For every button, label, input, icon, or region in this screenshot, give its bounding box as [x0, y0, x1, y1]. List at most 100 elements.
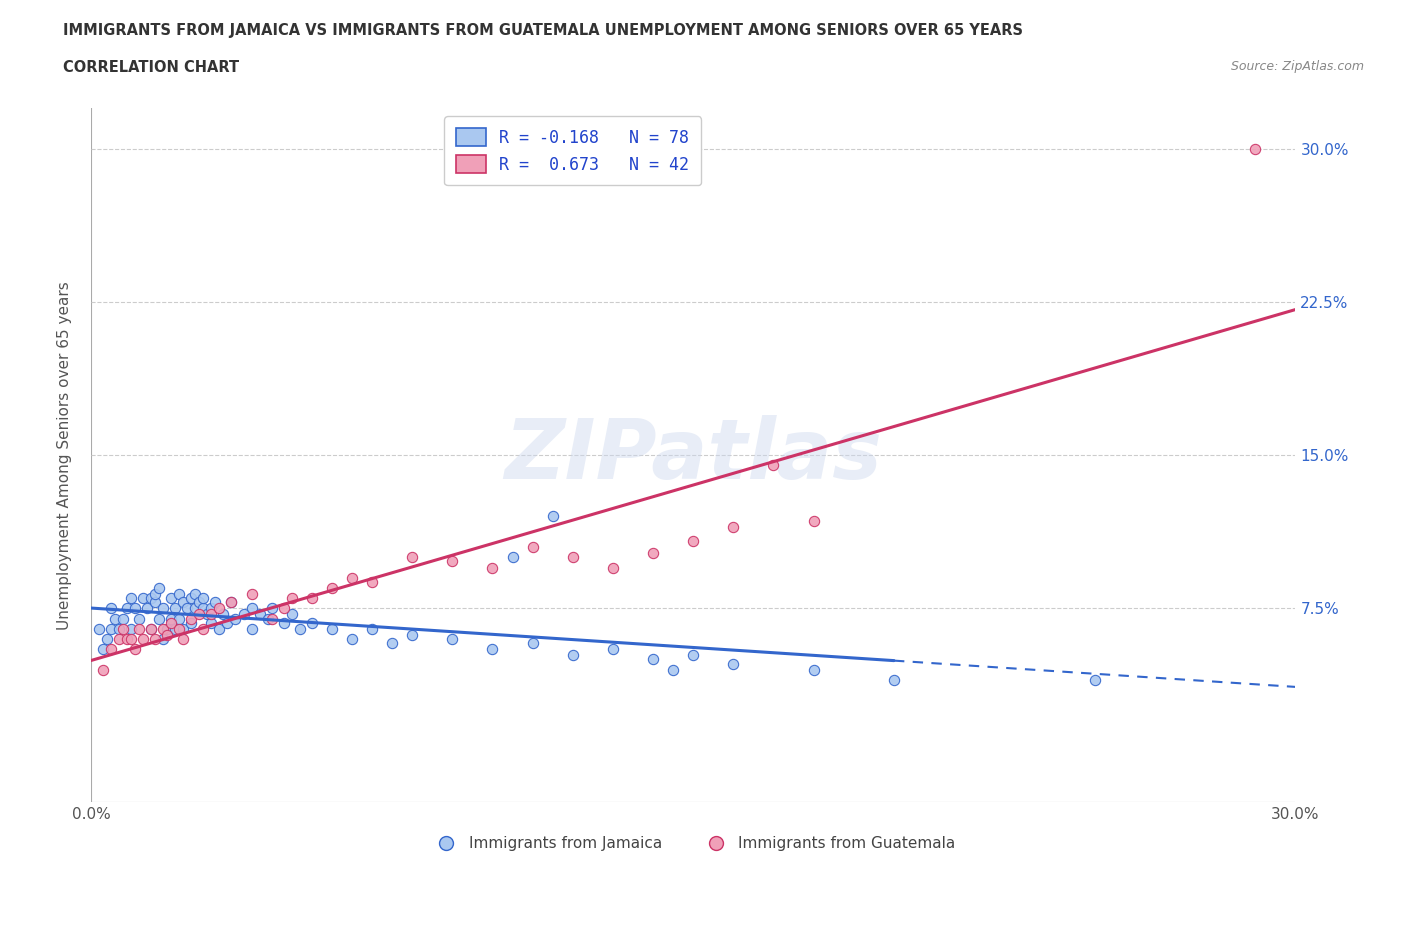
Point — [91, 662, 114, 677]
Point — [112, 611, 135, 626]
Legend: Immigrants from Jamaica, Immigrants from Guatemala: Immigrants from Jamaica, Immigrants from… — [425, 830, 962, 857]
Point — [1084, 672, 1107, 687]
Point — [156, 628, 179, 643]
Text: CORRELATION CHART: CORRELATION CHART — [63, 60, 239, 75]
Point — [256, 611, 278, 626]
Point — [641, 652, 664, 667]
Point — [100, 601, 122, 616]
Point — [260, 601, 283, 616]
Point — [381, 635, 404, 650]
Point — [120, 631, 142, 646]
Point — [148, 580, 170, 595]
Point — [160, 591, 183, 605]
Point — [240, 601, 263, 616]
Point — [301, 616, 323, 631]
Point — [132, 591, 155, 605]
Point — [321, 580, 343, 595]
Text: ZIPatlas: ZIPatlas — [505, 415, 882, 496]
Point — [561, 550, 583, 565]
Point — [481, 642, 503, 657]
Point — [184, 587, 207, 602]
Point — [723, 656, 745, 671]
Point — [100, 621, 122, 636]
Point — [280, 591, 302, 605]
Point — [124, 601, 146, 616]
Point — [280, 607, 302, 622]
Point — [361, 575, 384, 590]
Point — [361, 621, 384, 636]
Point — [441, 554, 464, 569]
Point — [148, 611, 170, 626]
Point — [641, 546, 664, 561]
Point — [87, 621, 110, 636]
Point — [160, 616, 183, 631]
Point — [136, 601, 159, 616]
Point — [561, 648, 583, 663]
Point — [803, 513, 825, 528]
Point — [172, 595, 194, 610]
Point — [340, 570, 363, 585]
Point — [143, 631, 166, 646]
Point — [141, 621, 163, 636]
Point — [240, 587, 263, 602]
Point — [132, 631, 155, 646]
Point — [522, 635, 544, 650]
Point — [803, 662, 825, 677]
Point — [217, 616, 239, 631]
Point — [176, 601, 198, 616]
Point — [762, 458, 785, 472]
Point — [541, 509, 564, 524]
Point — [288, 621, 311, 636]
Point — [602, 560, 624, 575]
Point — [232, 607, 254, 622]
Point — [723, 519, 745, 534]
Point — [100, 642, 122, 657]
Point — [682, 534, 704, 549]
Point — [115, 601, 138, 616]
Point — [662, 662, 685, 677]
Point — [682, 648, 704, 663]
Point — [193, 601, 215, 616]
Point — [184, 601, 207, 616]
Point — [273, 601, 295, 616]
Point — [273, 616, 295, 631]
Point — [502, 550, 524, 565]
Point — [141, 591, 163, 605]
Point — [128, 611, 150, 626]
Point — [108, 621, 131, 636]
Point — [180, 611, 202, 626]
Point — [165, 621, 187, 636]
Point — [883, 672, 905, 687]
Point — [120, 591, 142, 605]
Point — [221, 595, 243, 610]
Point — [156, 621, 179, 636]
Point — [141, 621, 163, 636]
Point — [208, 601, 231, 616]
Point — [208, 621, 231, 636]
Point — [188, 607, 211, 622]
Point — [91, 642, 114, 657]
Point — [340, 631, 363, 646]
Point — [108, 631, 131, 646]
Point — [180, 616, 202, 631]
Y-axis label: Unemployment Among Seniors over 65 years: Unemployment Among Seniors over 65 years — [58, 281, 72, 630]
Point — [401, 550, 423, 565]
Point — [441, 631, 464, 646]
Point — [204, 595, 226, 610]
Point — [212, 607, 235, 622]
Point — [172, 631, 194, 646]
Point — [1244, 141, 1267, 156]
Point — [301, 591, 323, 605]
Point — [401, 628, 423, 643]
Point — [167, 587, 190, 602]
Point — [96, 631, 118, 646]
Text: Source: ZipAtlas.com: Source: ZipAtlas.com — [1230, 60, 1364, 73]
Point — [260, 611, 283, 626]
Point — [188, 595, 211, 610]
Point — [152, 621, 174, 636]
Point — [167, 611, 190, 626]
Point — [172, 621, 194, 636]
Point — [180, 591, 202, 605]
Point — [160, 611, 183, 626]
Point — [104, 611, 127, 626]
